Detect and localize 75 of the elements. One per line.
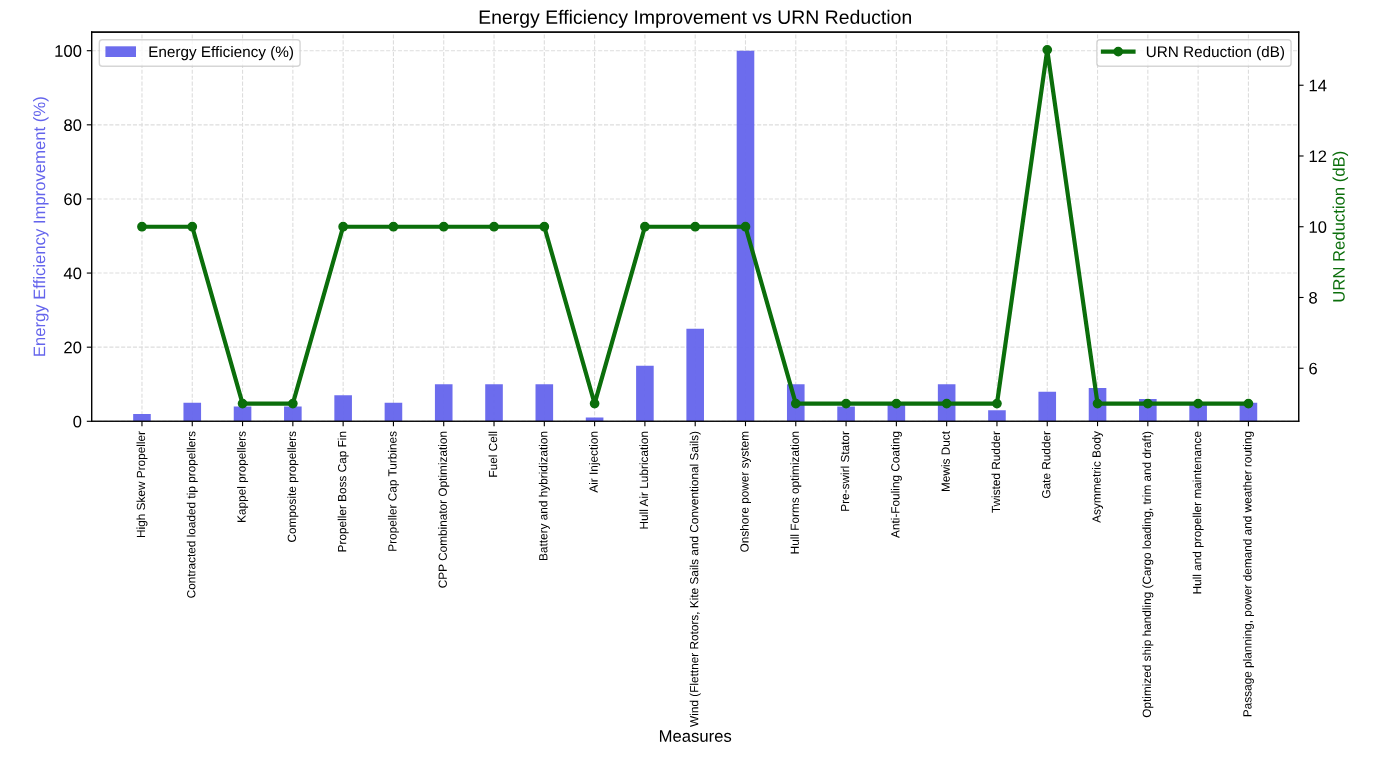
x-tick-label: Pre-swirl Stator [840,431,850,511]
y-tick-label: 20 [64,341,82,354]
point [640,221,650,232]
y2-tick-label: 12 [1309,150,1327,163]
x-tick-label: Battery and hybridization [538,431,550,560]
y-tick-label: 60 [64,193,82,206]
y2-tick-label: 10 [1309,221,1327,233]
y-tick-label: 80 [64,119,82,132]
bar [636,365,654,422]
point [690,221,701,232]
legend-label: URN Reduction (dB) [1146,45,1285,61]
y2-axis-title: URN Reduction (dB) [1332,151,1349,302]
bar [233,406,252,422]
point [438,221,449,232]
point [388,221,399,232]
bar [284,406,302,422]
point [338,221,349,232]
bar [535,384,554,422]
y-tick-label: 0 [73,415,82,428]
point [237,398,248,409]
bar [736,50,755,422]
x-tick-label: Propeller Boss Cap Fin [337,431,349,552]
point [539,221,550,232]
x-tick-label: Hull and propeller maintenance [1192,431,1204,594]
chart-title: Energy Efficiency Improvement vs URN Reduction [479,9,911,28]
y-tick-label: 40 [63,267,82,280]
bar [183,402,202,422]
y2-tick-label: 6 [1309,362,1317,375]
point [287,398,298,409]
bar [384,402,403,422]
point [137,221,147,232]
bar [1038,391,1057,422]
x-tick-label: Contracted loaded tip propellers [186,431,198,598]
x-tick-label: Gate Rudder [1041,431,1051,499]
point [489,221,499,232]
bar [434,384,453,422]
x-tick-label: Passage planning, power demand and weather routing [1242,431,1254,717]
bar [133,413,151,422]
y-axis-title: Energy Efficiency Improvement (%) [33,97,49,356]
point [1142,398,1153,409]
point [841,398,851,409]
point [1042,44,1053,55]
bar [988,410,1006,422]
x-tick-label: Wind (Flettner Rotors, Kite Sails and Conventional Sails) [689,431,701,727]
point [992,398,1002,409]
y2-tick-label: 8 [1309,291,1317,304]
x-tick-label: Optimized ship handling (Cargo loading, trim and draft) [1142,431,1154,718]
x-tick-label: Twisted Rudder [991,431,1001,513]
x-tick-label: Fuel Cell [488,431,498,477]
bar [837,406,855,422]
point [891,398,902,409]
legend-label: Energy Efficiency (%) [149,45,294,61]
x-tick-label: Propeller Cap Turbines [387,431,399,551]
point [589,398,600,409]
x-tick-label: Composite propellers [287,431,299,542]
x-tick-label: Hull Air Lubrication [639,431,649,529]
point [1243,398,1254,409]
x-tick-label: Hull Forms optimization [790,431,802,554]
x-tick-label: Asymmetric Body [1092,431,1104,523]
bar [334,395,352,422]
point [740,221,751,232]
bar [686,328,704,422]
x-tick-label: Mewis Duct [941,431,950,492]
x-tick-label: High Skew Propeller [136,431,148,537]
bar [485,384,503,422]
x-tick-label: Kappel propellers [237,431,249,522]
x-tick-label: Onshore power system [739,431,751,552]
x-tick-label: CPP Combinator Optimization [438,431,450,588]
y2-tick-label: 14 [1309,79,1327,92]
point [1193,398,1203,409]
x-tick-label: Air Injection [589,431,601,493]
x-tick-label: Anti-Fouling Coating [890,431,902,538]
point [187,221,198,232]
x-axis-title: Measures [659,730,732,742]
y-tick-label: 100 [55,45,82,57]
